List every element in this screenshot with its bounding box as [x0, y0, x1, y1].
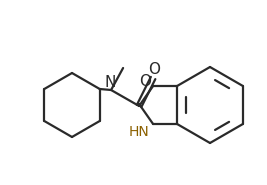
Text: O: O — [148, 61, 160, 77]
Text: HN: HN — [129, 125, 150, 139]
Text: O: O — [139, 73, 151, 88]
Text: N: N — [104, 75, 116, 90]
